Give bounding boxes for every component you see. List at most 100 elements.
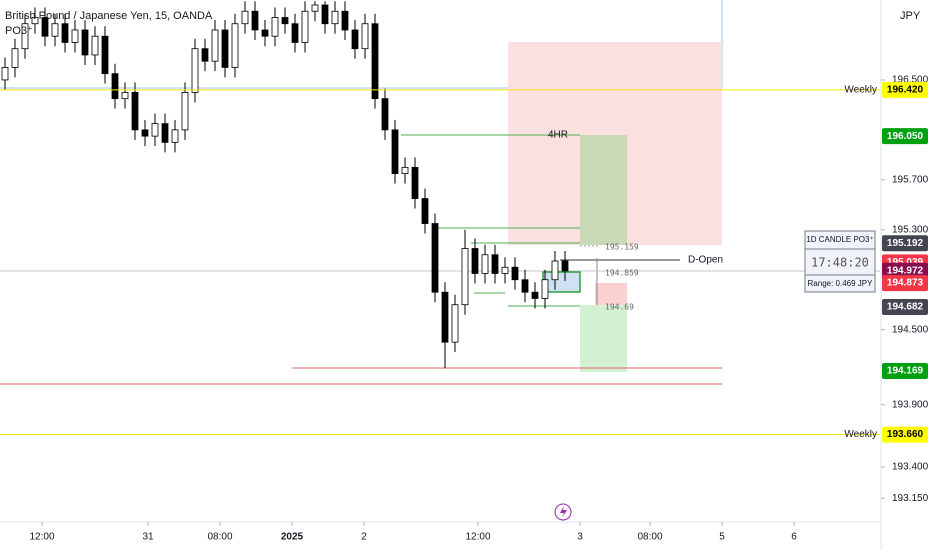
candle-body	[171, 129, 179, 143]
candle-body	[101, 35, 109, 75]
candle-body	[31, 17, 39, 25]
price-note: 194.69	[605, 303, 634, 312]
price-badge-label: 196.050	[887, 131, 924, 142]
candle-body	[191, 48, 199, 93]
candle-body	[321, 4, 329, 25]
x-tick-label: 08:00	[637, 532, 662, 543]
candle-body	[41, 17, 49, 37]
candle-body	[481, 254, 489, 274]
level-label: Weekly	[844, 85, 877, 96]
candle-body	[551, 260, 559, 281]
candle-body	[141, 129, 149, 137]
candle-body	[461, 248, 469, 306]
candle-body	[351, 29, 359, 50]
candle-body	[471, 248, 479, 274]
candle-body	[391, 129, 399, 174]
price-badge-label: 195.192	[887, 238, 924, 249]
candle-body	[541, 279, 549, 299]
x-tick-label: 12:00	[465, 532, 490, 543]
candle-body	[361, 23, 369, 50]
candle-body	[211, 29, 219, 62]
target-zone-upper	[580, 135, 627, 245]
info-time: 17:48:20	[811, 256, 869, 270]
price-badge	[882, 363, 928, 380]
candle-body	[341, 10, 349, 31]
candle-body	[111, 73, 119, 100]
level-label: Weekly	[844, 429, 877, 440]
y-tick-label: 193.150	[892, 493, 929, 504]
y-tick-label: 196.500	[892, 75, 929, 86]
candle-body	[21, 23, 29, 50]
candle-body	[301, 10, 309, 43]
price-badge-label: 194.873	[887, 278, 924, 289]
candle-body	[271, 17, 279, 37]
candle-body	[221, 29, 229, 68]
price-badge-label: 196.420	[887, 85, 924, 96]
d-open-label: D-Open	[688, 255, 723, 266]
x-tick-label: 08:00	[207, 532, 232, 543]
candle-body	[331, 10, 339, 25]
price-badge	[882, 128, 928, 145]
y-tick-label: 195.700	[892, 174, 929, 185]
candle-body	[401, 166, 409, 174]
candle-body	[81, 29, 89, 56]
candle-body	[371, 23, 379, 100]
candle-body	[521, 279, 529, 293]
candle-body	[11, 48, 19, 68]
currency: JPY	[900, 10, 921, 22]
price-badge-label: 194.972	[887, 265, 924, 276]
candle-body	[161, 123, 169, 143]
price-badge	[882, 81, 928, 98]
session-box	[542, 271, 581, 293]
candle-body	[561, 260, 569, 272]
h4-label: 4HR	[548, 130, 568, 141]
event-icon-bolt	[560, 506, 567, 518]
candle-body	[231, 23, 239, 68]
drawings: 4HR D-Open 195.159 194.859 194.69	[0, 0, 880, 385]
price-badge-label: 194.682	[887, 302, 924, 313]
y-tick-label: 195.300	[892, 224, 929, 235]
candle-body	[451, 304, 459, 343]
candle-body	[261, 29, 269, 37]
candle-body	[91, 35, 99, 56]
candles	[1, 1, 569, 369]
target-zone-lower	[580, 305, 627, 372]
price-note: 195.159	[605, 243, 639, 252]
info-box-frame	[804, 230, 876, 293]
price-badge	[882, 235, 928, 252]
candle-body	[281, 17, 289, 25]
candle-body	[501, 266, 509, 274]
entry-zone	[595, 283, 627, 305]
y-tick-label: 193.400	[892, 462, 929, 473]
candle-body	[241, 10, 249, 25]
price-note: 194.859	[605, 269, 639, 278]
candle-body	[61, 23, 69, 43]
candle-body	[421, 198, 429, 224]
price-badge	[882, 275, 928, 292]
candle-body	[381, 98, 389, 131]
x-tick-label: 2	[361, 532, 367, 543]
info-range: Range: 0.469 JPY	[808, 279, 874, 288]
candle-body	[201, 48, 209, 62]
info-title: 1D CANDLE PO3⁺	[806, 235, 873, 244]
candle-body	[531, 291, 539, 299]
candle-body	[251, 10, 259, 31]
price-badge-label: 195.039	[887, 257, 924, 268]
x-tick-label: 31	[142, 532, 154, 543]
candle-body	[311, 4, 319, 12]
candle-body	[291, 23, 299, 43]
candle-body	[131, 92, 139, 131]
candle-body	[431, 223, 439, 293]
symbol-title: British Pound / Japanese Yen, 15, OANDA	[5, 10, 213, 22]
indicator-name: PO3⁺	[5, 25, 33, 37]
y-tick-label: 194.500	[892, 324, 929, 335]
price-badge-label: 193.660	[887, 429, 924, 440]
x-tick-label: 5	[719, 532, 725, 543]
event-icon[interactable]	[554, 503, 572, 521]
candle-body	[1, 67, 9, 81]
candle-body	[71, 29, 79, 43]
price-badge	[882, 426, 928, 443]
y-tick-label: 193.900	[892, 399, 929, 410]
x-tick-label: 12:00	[29, 532, 54, 543]
